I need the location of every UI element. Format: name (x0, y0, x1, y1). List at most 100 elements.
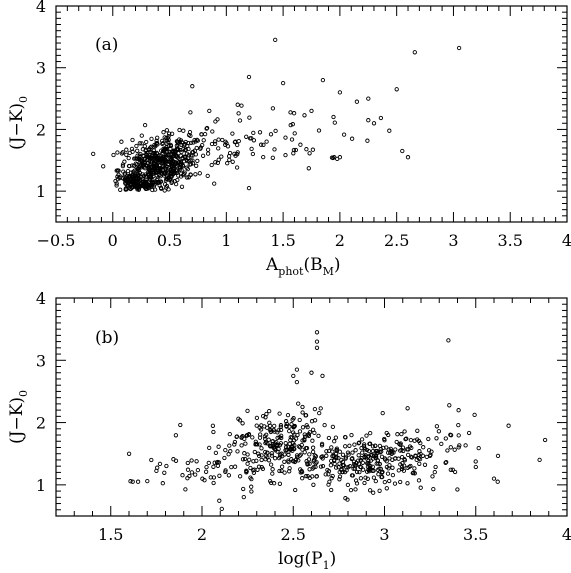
panel-a-point (143, 174, 149, 179)
panel-a-point (123, 187, 128, 192)
y-tick-label: 4 (36, 289, 46, 308)
panel-b-point (364, 433, 369, 438)
panel-b-ticks: 1.5 2 2.5 3 3.5 4 1 2 3 4 (36, 289, 571, 544)
panel-b-point (330, 424, 336, 430)
panel-b-point (307, 467, 312, 472)
panel-b-ylabel: (J−K)0 (7, 390, 30, 444)
panel-a-point (174, 143, 180, 148)
panel-b-point (269, 451, 274, 456)
panel-a-point (133, 156, 138, 161)
panel-b-point (350, 473, 355, 478)
panel-b-point (244, 432, 250, 438)
panel-a-point (234, 165, 240, 170)
panel-b-point (354, 481, 360, 486)
panel-a-point (169, 131, 175, 136)
panel-a-point (158, 174, 163, 179)
panel-b-point (364, 469, 370, 474)
panel-b-point (431, 486, 436, 492)
panel-b-point (312, 456, 317, 461)
panel-b-point (291, 373, 296, 379)
panel-b-point (337, 474, 343, 479)
panel-b-point (444, 459, 449, 465)
panel-a-point (261, 154, 266, 160)
panel-b-point (302, 432, 307, 437)
panel-b-point (309, 370, 314, 375)
panel-b-point (297, 429, 303, 434)
panel-a-point (213, 160, 218, 165)
panel-a-point (123, 178, 128, 183)
panel-b-point (292, 432, 297, 437)
panel-a-point (247, 115, 252, 120)
panel-a-point (143, 177, 149, 182)
panel-b-point (248, 465, 253, 471)
panel-b-point (285, 412, 291, 418)
panel-a-point (166, 134, 171, 139)
panel-b-point (187, 473, 192, 479)
panel-b-point (359, 437, 365, 442)
panel-b-point (278, 423, 284, 428)
panel-b-point (344, 465, 349, 470)
panel-a-point (164, 183, 170, 189)
panel-b-point (432, 469, 437, 475)
panel-a-point (239, 103, 244, 108)
panel-a-point (205, 147, 211, 152)
panel-b-point (452, 447, 457, 452)
panel-b-point (223, 469, 228, 474)
panel-a-point (148, 145, 153, 150)
panel-b-point (269, 453, 275, 458)
panel-a-point (152, 152, 157, 157)
panel-b-point (128, 479, 133, 484)
panel-a-point (304, 147, 309, 152)
panel-a-point (191, 140, 196, 145)
panel-b-point (306, 457, 312, 462)
panel-a-point (210, 129, 215, 134)
panel-b-point (264, 425, 270, 430)
panel-a-point (272, 147, 277, 152)
panel-a-point (174, 170, 180, 176)
panel-b-point (189, 458, 194, 463)
panel-b-point (428, 452, 433, 458)
panel-a-point (270, 106, 276, 111)
panel-a-point (129, 182, 134, 188)
panel-b-point (439, 441, 444, 447)
panel-a-ticks: −0.5 0 0.5 1 1.5 2 2.5 3 3.5 4 1 2 3 4 (36, 0, 571, 250)
panel-a-point (394, 87, 399, 92)
panel-b-point (319, 443, 325, 448)
panel-b-point (443, 436, 448, 441)
panel-a-point (378, 115, 384, 121)
panel-b-point (135, 479, 141, 484)
panel-b-point (249, 476, 254, 482)
panel-a-point (147, 163, 152, 168)
panel-a-point (183, 147, 188, 152)
panel-a-point (160, 163, 166, 168)
panel-b-point (227, 431, 232, 437)
panel-b-point (240, 421, 245, 426)
panel-a-point (193, 172, 198, 177)
panel-b-point (217, 498, 222, 503)
panel-b-point (239, 434, 244, 440)
panel-b-point (267, 423, 273, 428)
panel-a-point (235, 102, 240, 107)
panel-b-point (256, 451, 261, 456)
panel-a-point (184, 175, 190, 180)
panel-b-point (311, 482, 316, 487)
panel-b-point (300, 425, 306, 430)
panel-a-point (371, 121, 377, 126)
panel-a-point (186, 132, 192, 138)
panel-a-point (291, 151, 296, 156)
panel-b-point (276, 428, 281, 433)
panel-b-point (405, 465, 410, 471)
panel-b-point (278, 427, 284, 433)
panel-b-point (290, 458, 296, 464)
panel-b-point (265, 450, 270, 456)
panel-b-point (329, 476, 334, 481)
y-tick-label: 2 (36, 414, 46, 433)
panel-a-point (154, 141, 159, 146)
panel-b-point (422, 462, 428, 467)
panel-b-point (448, 433, 454, 438)
panel-a-point (141, 154, 146, 159)
panel-a-point (212, 181, 217, 186)
panel-b-point (211, 464, 216, 469)
panel-b-point (309, 419, 315, 424)
panel-a-point (152, 187, 158, 192)
